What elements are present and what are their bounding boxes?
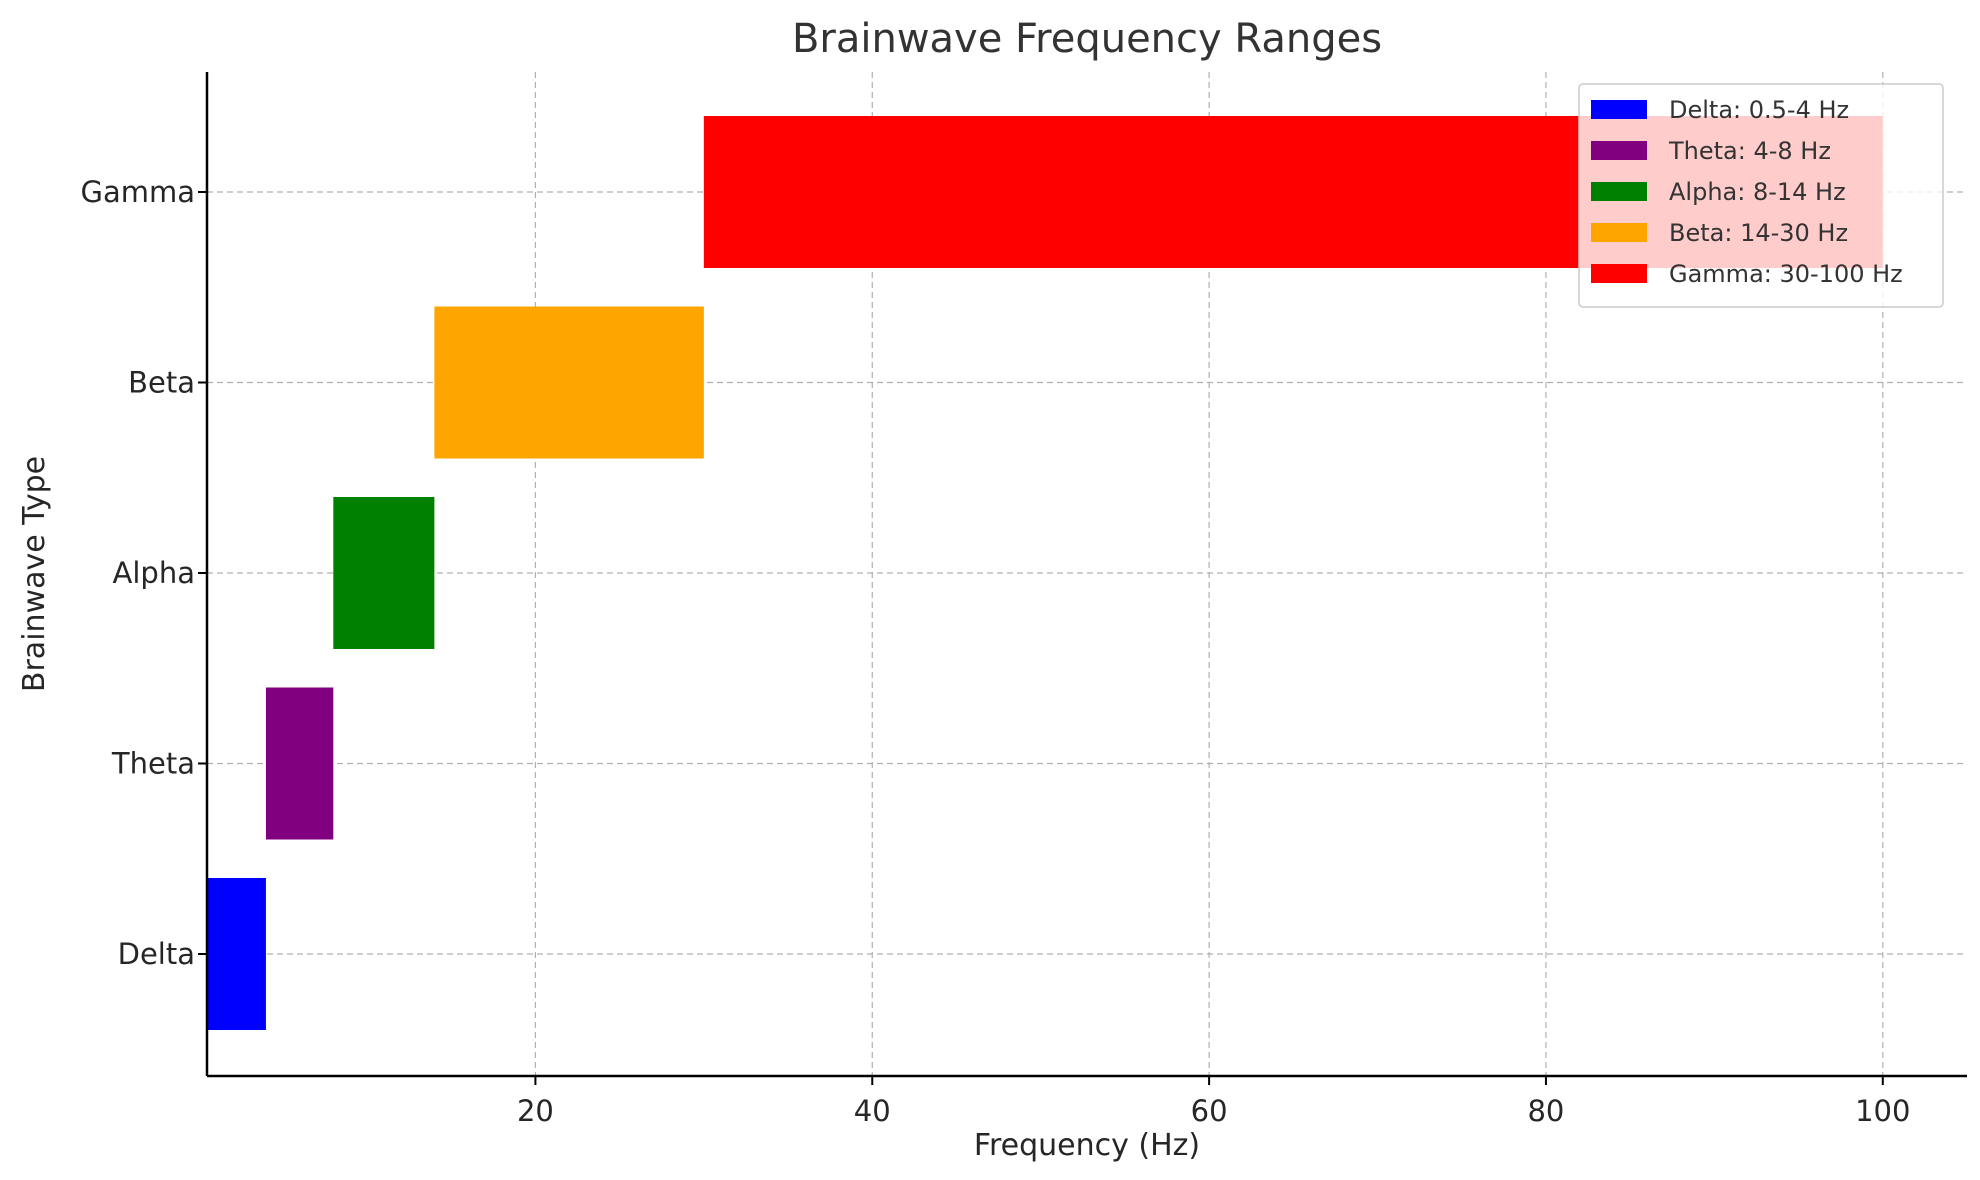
x-tick-label: 100 xyxy=(1855,1094,1910,1128)
legend-label: Delta: 0.5-4 Hz xyxy=(1669,96,1849,124)
legend: Delta: 0.5-4 Hz Theta: 4-8 Hz Alpha: 8-14 … xyxy=(1578,83,1944,308)
bar-beta xyxy=(434,306,704,459)
y-tick-label: Gamma xyxy=(80,175,195,209)
legend-swatch xyxy=(1591,264,1647,283)
bar-delta xyxy=(207,878,266,1030)
legend-swatch xyxy=(1591,141,1647,160)
y-tick-label: Beta xyxy=(128,366,195,400)
x-tick-label: 40 xyxy=(854,1094,891,1128)
legend-label: Alpha: 8-14 Hz xyxy=(1669,178,1846,206)
x-tick-label: 60 xyxy=(1191,1094,1228,1128)
bar-alpha xyxy=(333,497,435,649)
x-tick-label: 20 xyxy=(517,1094,554,1128)
legend-label: Gamma: 30-100 Hz xyxy=(1669,260,1903,288)
y-axis-label: Brainwave Type xyxy=(17,456,52,692)
y-tick-label: Alpha xyxy=(113,556,195,590)
legend-label: Theta: 4-8 Hz xyxy=(1668,137,1831,165)
x-tick-label: 80 xyxy=(1527,1094,1564,1128)
chart-title: Brainwave Frequency Ranges xyxy=(792,16,1382,62)
legend-swatch xyxy=(1591,100,1647,119)
x-ticks: 20 40 60 80 100 xyxy=(517,1076,1910,1128)
y-tick-label: Theta xyxy=(111,747,195,781)
legend-swatch xyxy=(1591,182,1647,201)
y-tick-label: Delta xyxy=(118,937,195,971)
legend-swatch xyxy=(1591,223,1647,242)
bars xyxy=(207,116,1883,1030)
y-ticks: Delta Theta Alpha Beta Gamma xyxy=(80,175,207,971)
x-axis-label: Frequency (Hz) xyxy=(974,1128,1200,1163)
legend-label: Beta: 14-30 Hz xyxy=(1669,219,1848,247)
legend-frame xyxy=(1578,83,1944,308)
bar-theta xyxy=(265,687,334,840)
